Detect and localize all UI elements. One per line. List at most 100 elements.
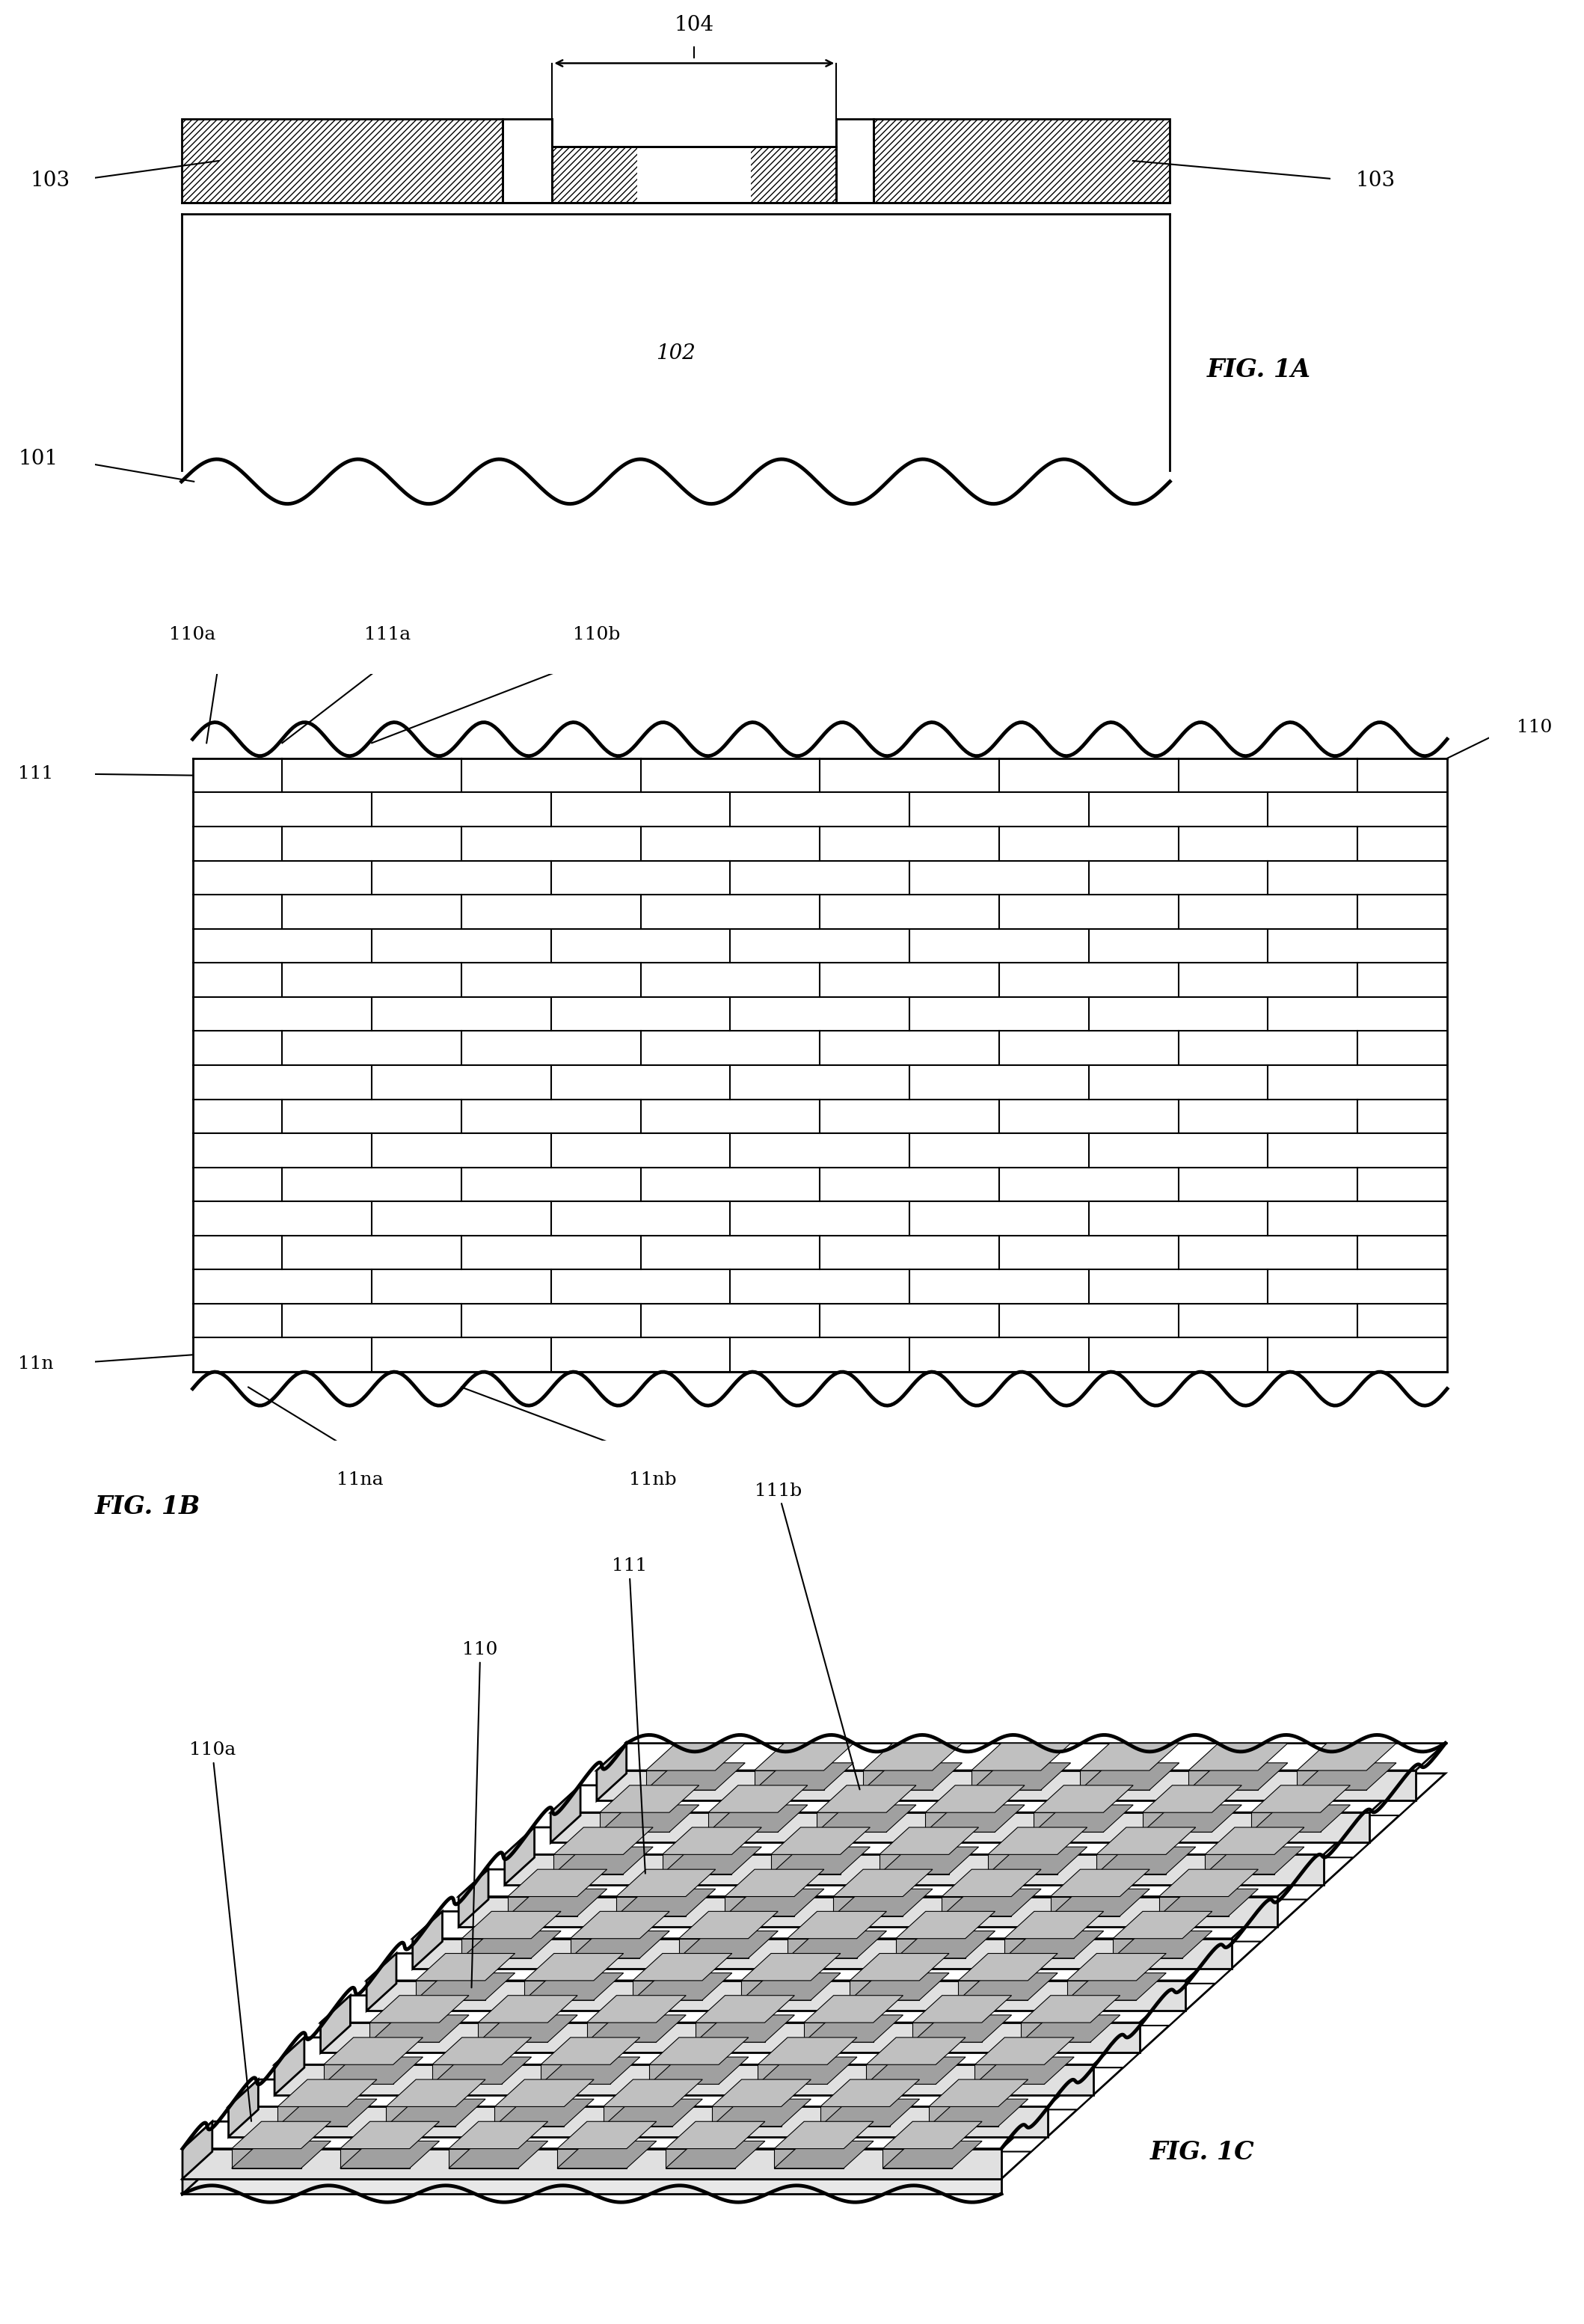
- Polygon shape: [708, 1785, 808, 1813]
- Polygon shape: [415, 1954, 515, 1980]
- Polygon shape: [1159, 1868, 1258, 1896]
- Text: 110: 110: [463, 1641, 497, 1987]
- Polygon shape: [942, 1896, 1011, 1915]
- Polygon shape: [604, 2106, 673, 2126]
- Polygon shape: [897, 1931, 995, 1959]
- Polygon shape: [1068, 1980, 1136, 2001]
- Polygon shape: [632, 1980, 702, 2001]
- Polygon shape: [754, 1743, 854, 1771]
- Polygon shape: [231, 2122, 331, 2150]
- Polygon shape: [803, 2022, 873, 2043]
- Polygon shape: [851, 1973, 949, 2001]
- Polygon shape: [662, 1848, 762, 1873]
- Text: 110a: 110a: [188, 1741, 252, 2122]
- Polygon shape: [320, 1996, 1169, 2022]
- Polygon shape: [494, 2099, 594, 2126]
- Polygon shape: [1205, 1827, 1304, 1855]
- Polygon shape: [212, 2136, 1047, 2152]
- Polygon shape: [912, 1996, 1012, 2022]
- Polygon shape: [787, 1910, 887, 1938]
- Polygon shape: [757, 2038, 857, 2064]
- Polygon shape: [1142, 1806, 1242, 1831]
- Polygon shape: [958, 1954, 1058, 1980]
- Polygon shape: [879, 1827, 979, 1855]
- Polygon shape: [1034, 1806, 1133, 1831]
- Polygon shape: [597, 1743, 1445, 1771]
- Bar: [182, 119, 502, 202]
- Polygon shape: [277, 2080, 377, 2106]
- Polygon shape: [597, 1743, 626, 1801]
- Polygon shape: [912, 2015, 1012, 2043]
- Polygon shape: [1020, 2015, 1120, 2043]
- Polygon shape: [866, 2038, 966, 2064]
- Polygon shape: [586, 2015, 686, 2043]
- Polygon shape: [323, 2038, 423, 2064]
- Polygon shape: [386, 2099, 485, 2126]
- Polygon shape: [833, 1896, 903, 1915]
- Polygon shape: [711, 2106, 781, 2126]
- Polygon shape: [304, 2052, 1139, 2068]
- Polygon shape: [524, 1973, 624, 2001]
- Polygon shape: [558, 2150, 627, 2168]
- Polygon shape: [570, 1910, 670, 1938]
- Polygon shape: [277, 2099, 377, 2126]
- Polygon shape: [1188, 1743, 1288, 1771]
- Polygon shape: [323, 2064, 393, 2085]
- Polygon shape: [821, 2106, 890, 2126]
- Polygon shape: [771, 1855, 840, 1873]
- Polygon shape: [274, 2064, 1093, 2094]
- Polygon shape: [182, 2180, 1001, 2194]
- Polygon shape: [600, 1813, 670, 1831]
- Polygon shape: [833, 1868, 933, 1896]
- Polygon shape: [1251, 1813, 1321, 1831]
- Polygon shape: [386, 2106, 456, 2126]
- Polygon shape: [341, 2122, 439, 2150]
- Polygon shape: [665, 2122, 765, 2150]
- Polygon shape: [231, 2150, 301, 2168]
- Polygon shape: [882, 2140, 982, 2168]
- Polygon shape: [817, 1813, 887, 1831]
- Polygon shape: [851, 1954, 949, 1980]
- Polygon shape: [554, 1827, 653, 1855]
- Polygon shape: [1034, 1785, 1133, 1813]
- Polygon shape: [369, 2022, 439, 2043]
- Polygon shape: [1114, 1910, 1212, 1938]
- Polygon shape: [928, 2099, 1028, 2126]
- Polygon shape: [971, 1743, 1071, 1771]
- Polygon shape: [925, 1785, 1025, 1813]
- Polygon shape: [958, 1973, 1058, 2001]
- Polygon shape: [821, 2099, 920, 2126]
- Polygon shape: [461, 1938, 531, 1959]
- Polygon shape: [258, 2094, 1093, 2110]
- Text: 101: 101: [17, 449, 59, 469]
- Text: FIG. 1C: FIG. 1C: [1150, 2140, 1255, 2164]
- Polygon shape: [1050, 1896, 1120, 1915]
- Polygon shape: [1004, 1910, 1104, 1938]
- Polygon shape: [711, 2080, 811, 2106]
- Polygon shape: [228, 2080, 1077, 2106]
- Polygon shape: [646, 1764, 744, 1789]
- Polygon shape: [448, 2122, 548, 2150]
- Polygon shape: [817, 1785, 916, 1813]
- Polygon shape: [478, 2015, 578, 2043]
- Polygon shape: [754, 1764, 854, 1789]
- Text: 11n: 11n: [17, 1355, 54, 1373]
- Polygon shape: [1096, 1855, 1166, 1873]
- Polygon shape: [882, 2122, 982, 2150]
- Polygon shape: [524, 1954, 624, 1980]
- Polygon shape: [821, 2080, 920, 2106]
- Polygon shape: [971, 1764, 1071, 1789]
- Polygon shape: [817, 1806, 916, 1831]
- Polygon shape: [1080, 1764, 1178, 1789]
- Polygon shape: [459, 1868, 1307, 1896]
- Polygon shape: [866, 2057, 966, 2085]
- Polygon shape: [508, 1896, 577, 1915]
- Polygon shape: [1096, 1827, 1196, 1855]
- Bar: [873, 119, 1171, 202]
- Polygon shape: [787, 1931, 887, 1959]
- Polygon shape: [1020, 1996, 1120, 2022]
- Polygon shape: [988, 1855, 1058, 1873]
- Polygon shape: [1080, 1743, 1178, 1771]
- Polygon shape: [320, 1996, 350, 2052]
- Polygon shape: [1068, 1973, 1166, 2001]
